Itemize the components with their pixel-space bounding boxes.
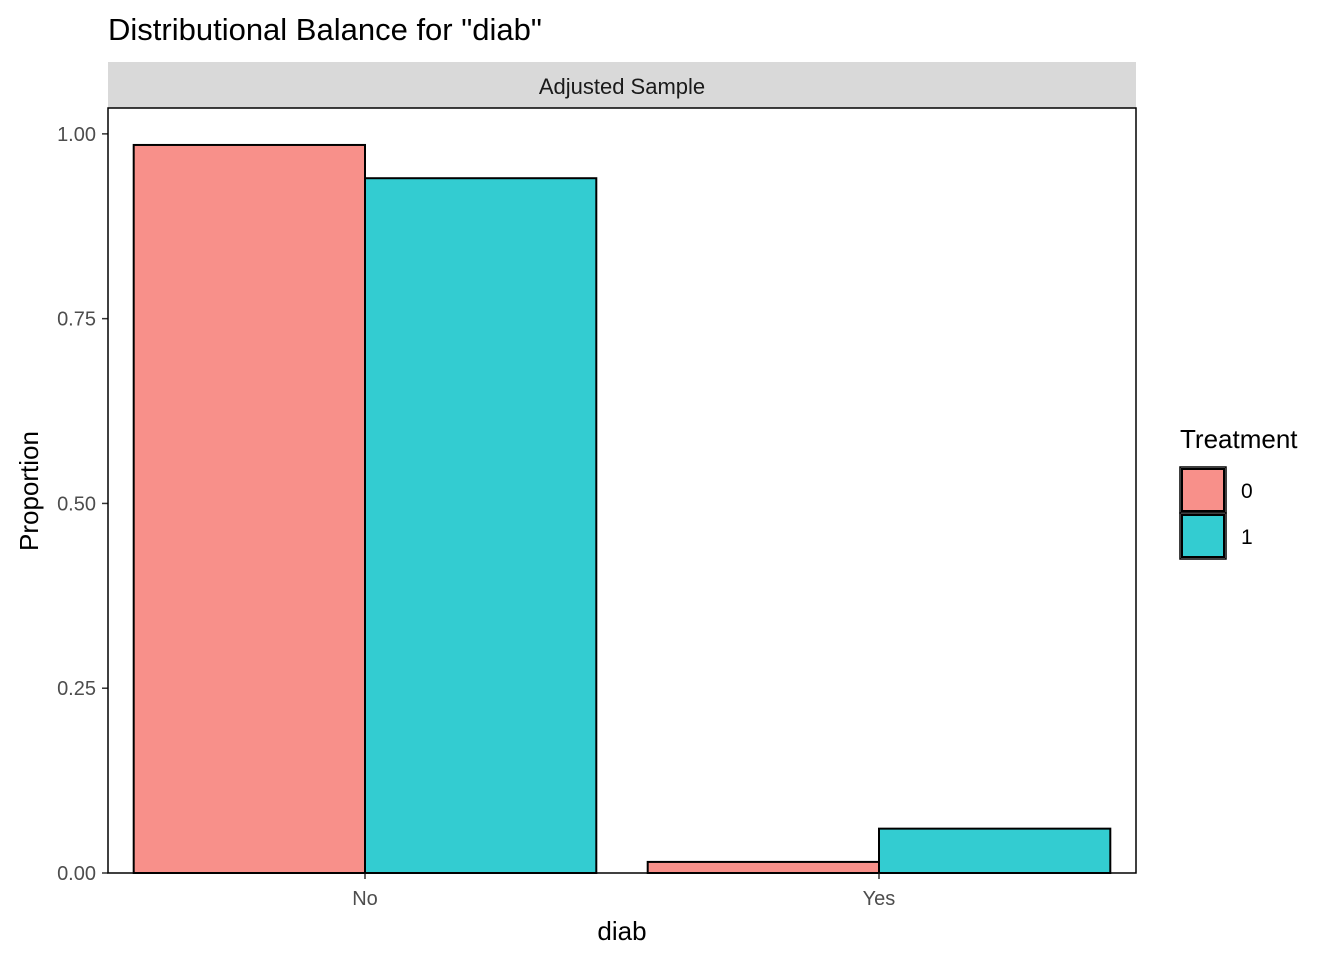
bar-yes-treatment-1 (878, 827, 1112, 874)
y-tick-label: 0.25 (57, 678, 96, 700)
facet-strip (108, 62, 1136, 108)
x-axis: No Yes (352, 873, 895, 910)
legend-title: Treatment (1180, 424, 1298, 454)
chart-title: Distributional Balance for "diab" (108, 12, 542, 47)
y-axis: 0.00 0.25 0.50 0.75 1.00 (57, 124, 108, 885)
legend-label-0: 0 (1241, 480, 1253, 503)
legend: Treatment 0 1 (1179, 424, 1298, 560)
y-tick-label: 0.75 (57, 309, 96, 331)
y-tick-label: 1.00 (57, 124, 96, 146)
y-tick-label: 0.00 (57, 863, 96, 885)
legend-swatch-1 (1181, 514, 1225, 558)
y-tick-label: 0.50 (57, 493, 96, 515)
panel-border (107, 107, 1137, 874)
x-axis-title: diab (597, 916, 646, 946)
bar-yes-treatment-0 (646, 860, 881, 874)
x-tick-label: Yes (863, 888, 896, 910)
y-axis-title: Proportion (14, 431, 44, 551)
legend-label-1: 1 (1241, 526, 1253, 549)
legend-swatch-0 (1181, 468, 1225, 512)
bar-no-treatment-1 (364, 177, 598, 874)
bars-layer (132, 143, 1112, 874)
bar-no-treatment-0 (132, 143, 366, 874)
x-tick-label: No (352, 888, 378, 910)
facet-label: Adjusted Sample (539, 74, 705, 99)
